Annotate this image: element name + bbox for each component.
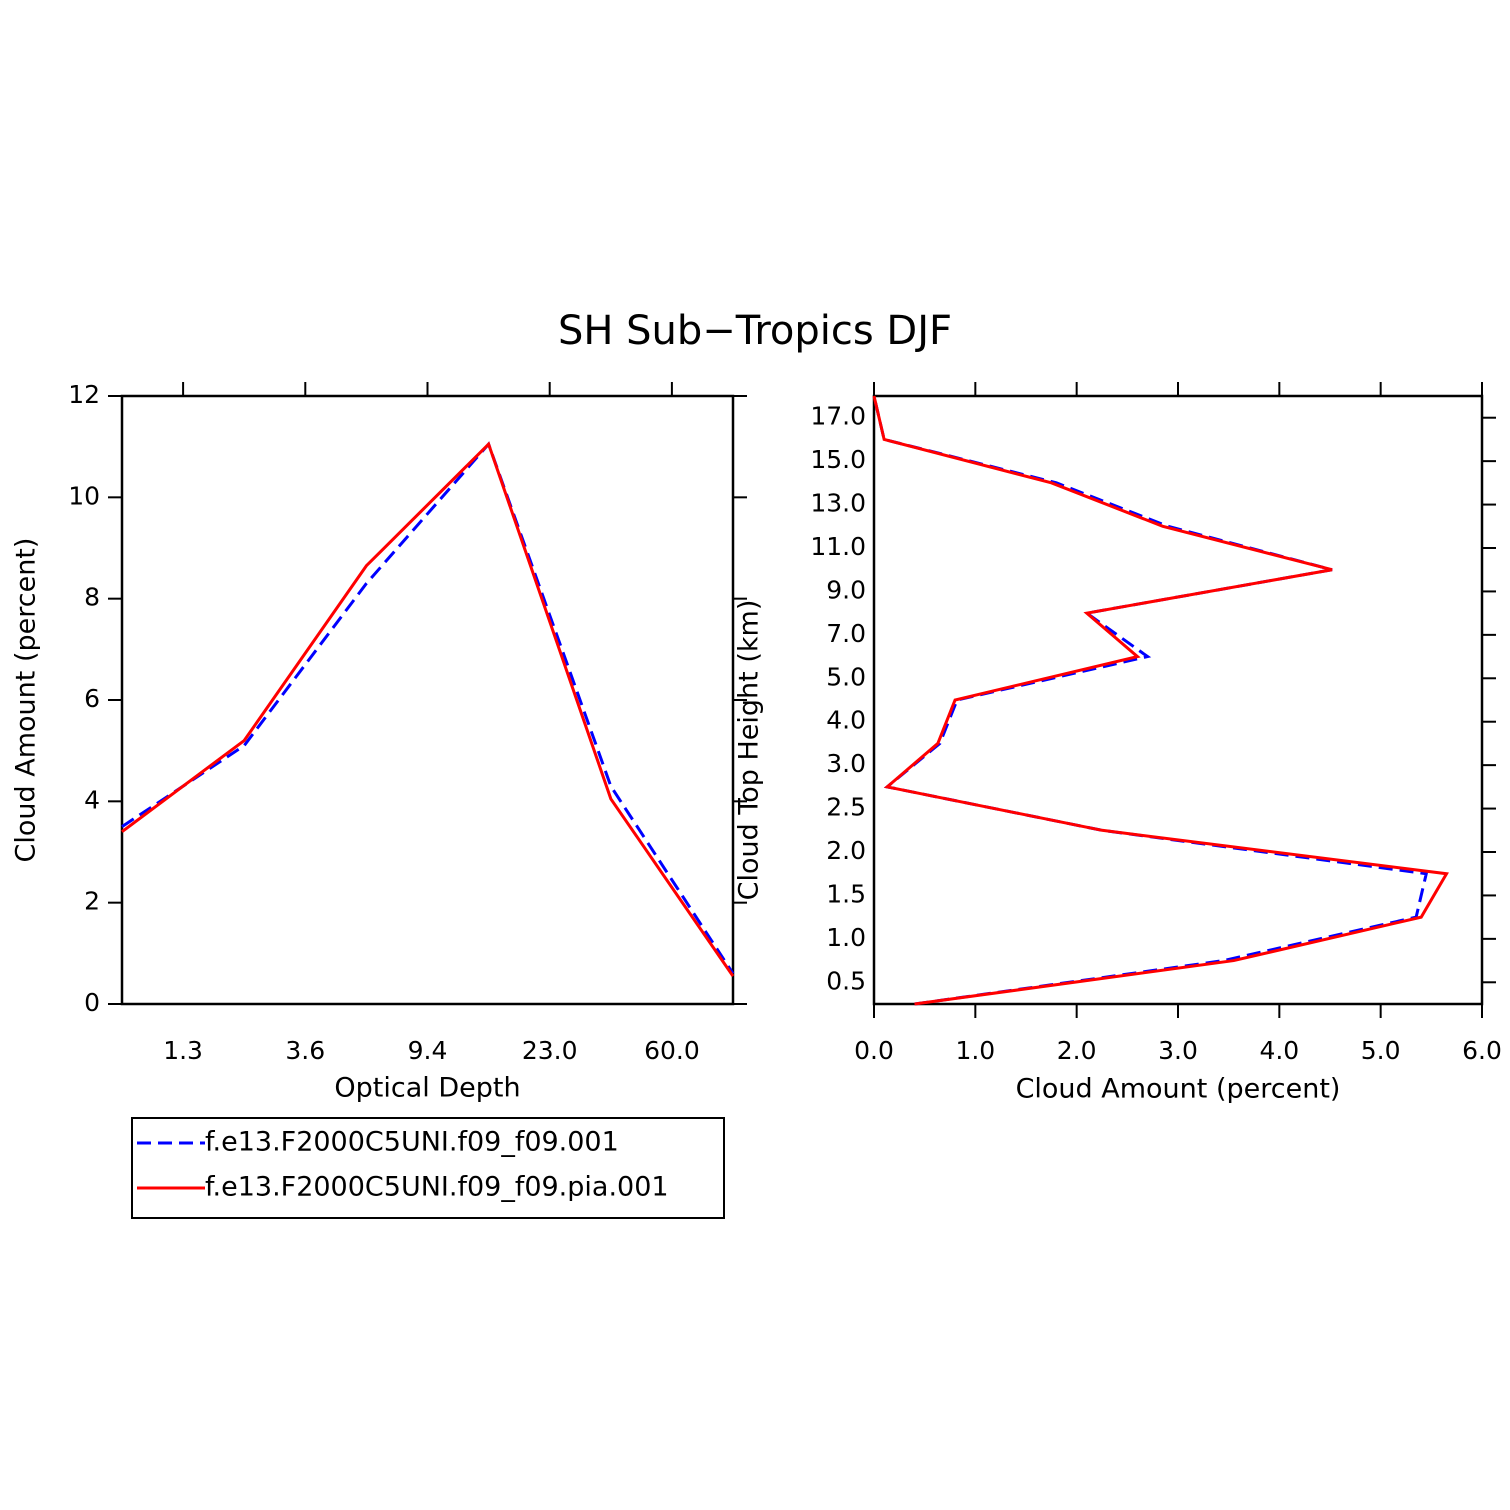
y-tick-label: 15.0 bbox=[810, 445, 866, 474]
y-tick-label: 2.0 bbox=[826, 836, 866, 865]
x-tick-label: 23.0 bbox=[522, 1036, 578, 1065]
series-line bbox=[872, 395, 1429, 1006]
y-tick-label: 7.0 bbox=[826, 619, 866, 648]
y-tick-label: 6 bbox=[84, 684, 100, 713]
x-tick-label: 4.0 bbox=[1259, 1036, 1299, 1065]
y-tick-label: 3.0 bbox=[826, 749, 866, 778]
y-tick-label: 4.0 bbox=[826, 706, 866, 735]
y-tick-label: 10 bbox=[68, 481, 100, 510]
x-tick-label: 5.0 bbox=[1361, 1036, 1401, 1065]
left-frame bbox=[120, 394, 735, 1006]
y-tick-label: 0.5 bbox=[826, 966, 866, 995]
x-axis-label: Optical Depth bbox=[334, 1073, 520, 1104]
y-tick-label: 11.0 bbox=[810, 532, 866, 561]
x-tick-label: 1.3 bbox=[163, 1036, 203, 1065]
x-tick-label: 2.0 bbox=[1057, 1036, 1097, 1065]
y-tick-label: 17.0 bbox=[810, 402, 866, 431]
x-tick-label: 9.4 bbox=[408, 1036, 448, 1065]
y-tick-label: 4 bbox=[84, 785, 100, 814]
legend-label: f.e13.F2000C5UNI.f09_f09.pia.001 bbox=[205, 1172, 669, 1203]
legend-box bbox=[131, 1117, 725, 1219]
y-tick-label: 12 bbox=[68, 380, 100, 409]
figure-title: SH Sub−Tropics DJF bbox=[558, 308, 952, 354]
x-tick-label: 3.6 bbox=[285, 1036, 325, 1065]
y-axis-label: Cloud Top Height (km) bbox=[734, 600, 765, 901]
y-tick-label: 8 bbox=[84, 583, 100, 612]
y-tick-label: 2 bbox=[84, 887, 100, 916]
right-frame bbox=[872, 394, 1484, 1006]
series-line bbox=[121, 441, 735, 977]
x-tick-label: 1.0 bbox=[955, 1036, 995, 1065]
series-line bbox=[872, 395, 1449, 1006]
y-tick-label: 1.5 bbox=[826, 879, 866, 908]
y-tick-label: 0 bbox=[84, 988, 100, 1017]
y-tick-label: 1.0 bbox=[826, 923, 866, 952]
x-tick-label: 6.0 bbox=[1462, 1036, 1502, 1065]
x-axis-label: Cloud Amount (percent) bbox=[1016, 1074, 1341, 1105]
y-tick-label: 2.5 bbox=[826, 793, 866, 822]
y-tick-label: 9.0 bbox=[826, 575, 866, 604]
legend-label: f.e13.F2000C5UNI.f09_f09.001 bbox=[205, 1127, 619, 1158]
y-tick-label: 5.0 bbox=[826, 662, 866, 691]
y-tick-label: 13.0 bbox=[810, 489, 866, 518]
y-axis-label: Cloud Amount (percent) bbox=[11, 538, 42, 863]
x-tick-label: 60.0 bbox=[644, 1036, 700, 1065]
x-tick-label: 3.0 bbox=[1158, 1036, 1198, 1065]
x-tick-label: 0.0 bbox=[854, 1036, 894, 1065]
series-line bbox=[121, 441, 735, 975]
